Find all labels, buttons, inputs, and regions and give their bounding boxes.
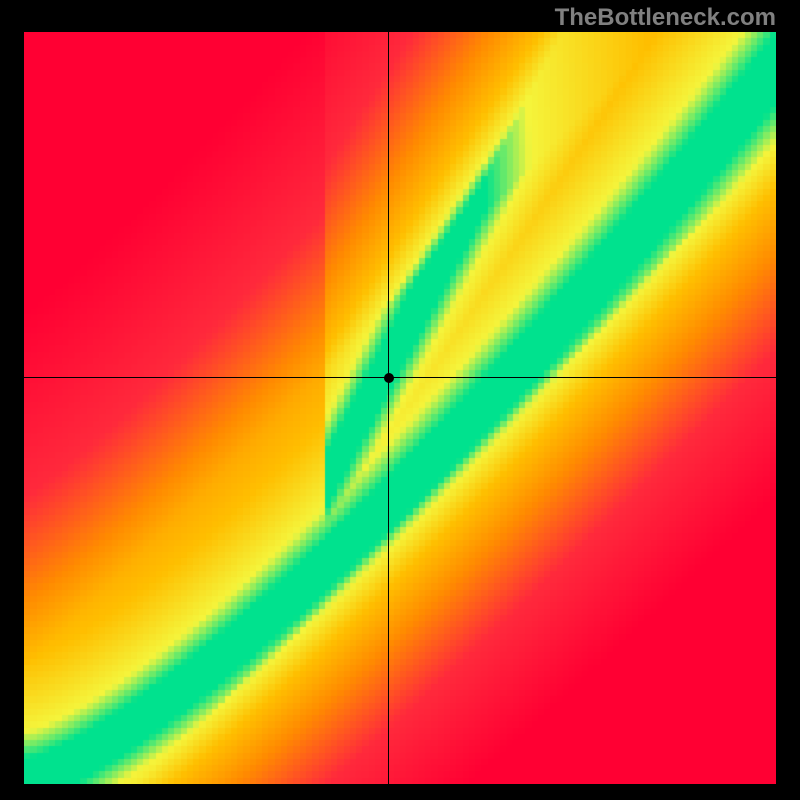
crosshair-horizontal [24, 377, 776, 378]
watermark-text: TheBottleneck.com [555, 4, 776, 32]
crosshair-marker [384, 373, 394, 383]
crosshair-vertical [388, 32, 389, 784]
heatmap-canvas [24, 32, 776, 784]
